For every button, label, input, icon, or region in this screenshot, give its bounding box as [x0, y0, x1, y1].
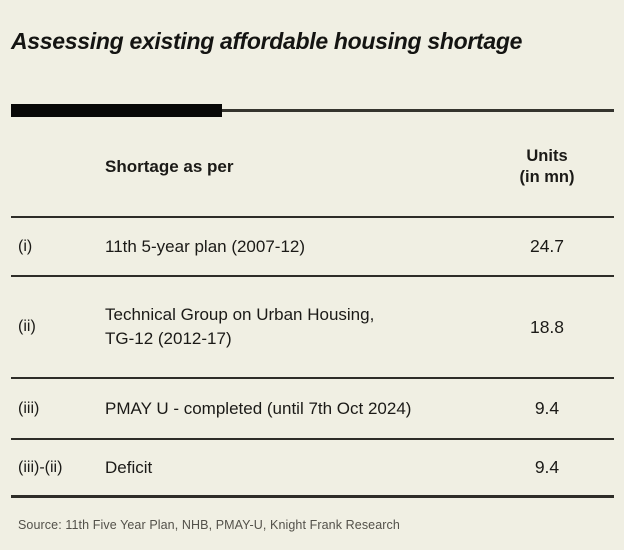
- row-label: PMAY U - completed (until 7th Oct 2024): [105, 398, 412, 418]
- table-row: (iii) PMAY U - completed (until 7th Oct …: [11, 377, 614, 438]
- row-index: (iii): [18, 399, 40, 417]
- title-rule: [11, 104, 614, 117]
- row-value: 9.4: [534, 457, 560, 477]
- table-row: (i) 11th 5-year plan (2007-12) 24.7: [11, 216, 614, 275]
- thin-rule: [11, 109, 614, 112]
- row-value: 18.8: [529, 316, 565, 337]
- thick-accent-rule: [11, 104, 222, 117]
- row-index: (ii): [18, 318, 36, 335]
- row-label: 11th 5-year plan (2007-12): [105, 236, 306, 256]
- row-index: (iii)-(ii): [18, 458, 63, 476]
- header-units-cell: Units (in mn): [519, 146, 575, 186]
- header-shortage-cell: Shortage as per: [105, 156, 234, 176]
- table-row: (iii)-(ii) Deficit 9.4: [11, 438, 614, 498]
- table-header-row: Shortage as per Units (in mn): [11, 117, 614, 216]
- shortage-table: Shortage as per Units (in mn) (i) 11th 5…: [11, 117, 614, 498]
- source-note: Source: 11th Five Year Plan, NHB, PMAY-U…: [18, 518, 400, 532]
- row-value: 24.7: [529, 236, 565, 256]
- row-label: Technical Group on Urban Housing, TG-12 …: [105, 305, 375, 348]
- row-label: Deficit: [105, 457, 153, 477]
- row-value: 9.4: [534, 398, 560, 418]
- table-row: (ii) Technical Group on Urban Housing, T…: [11, 275, 614, 377]
- page-title: Assessing existing affordable housing sh…: [11, 28, 523, 54]
- row-index: (i): [18, 237, 33, 255]
